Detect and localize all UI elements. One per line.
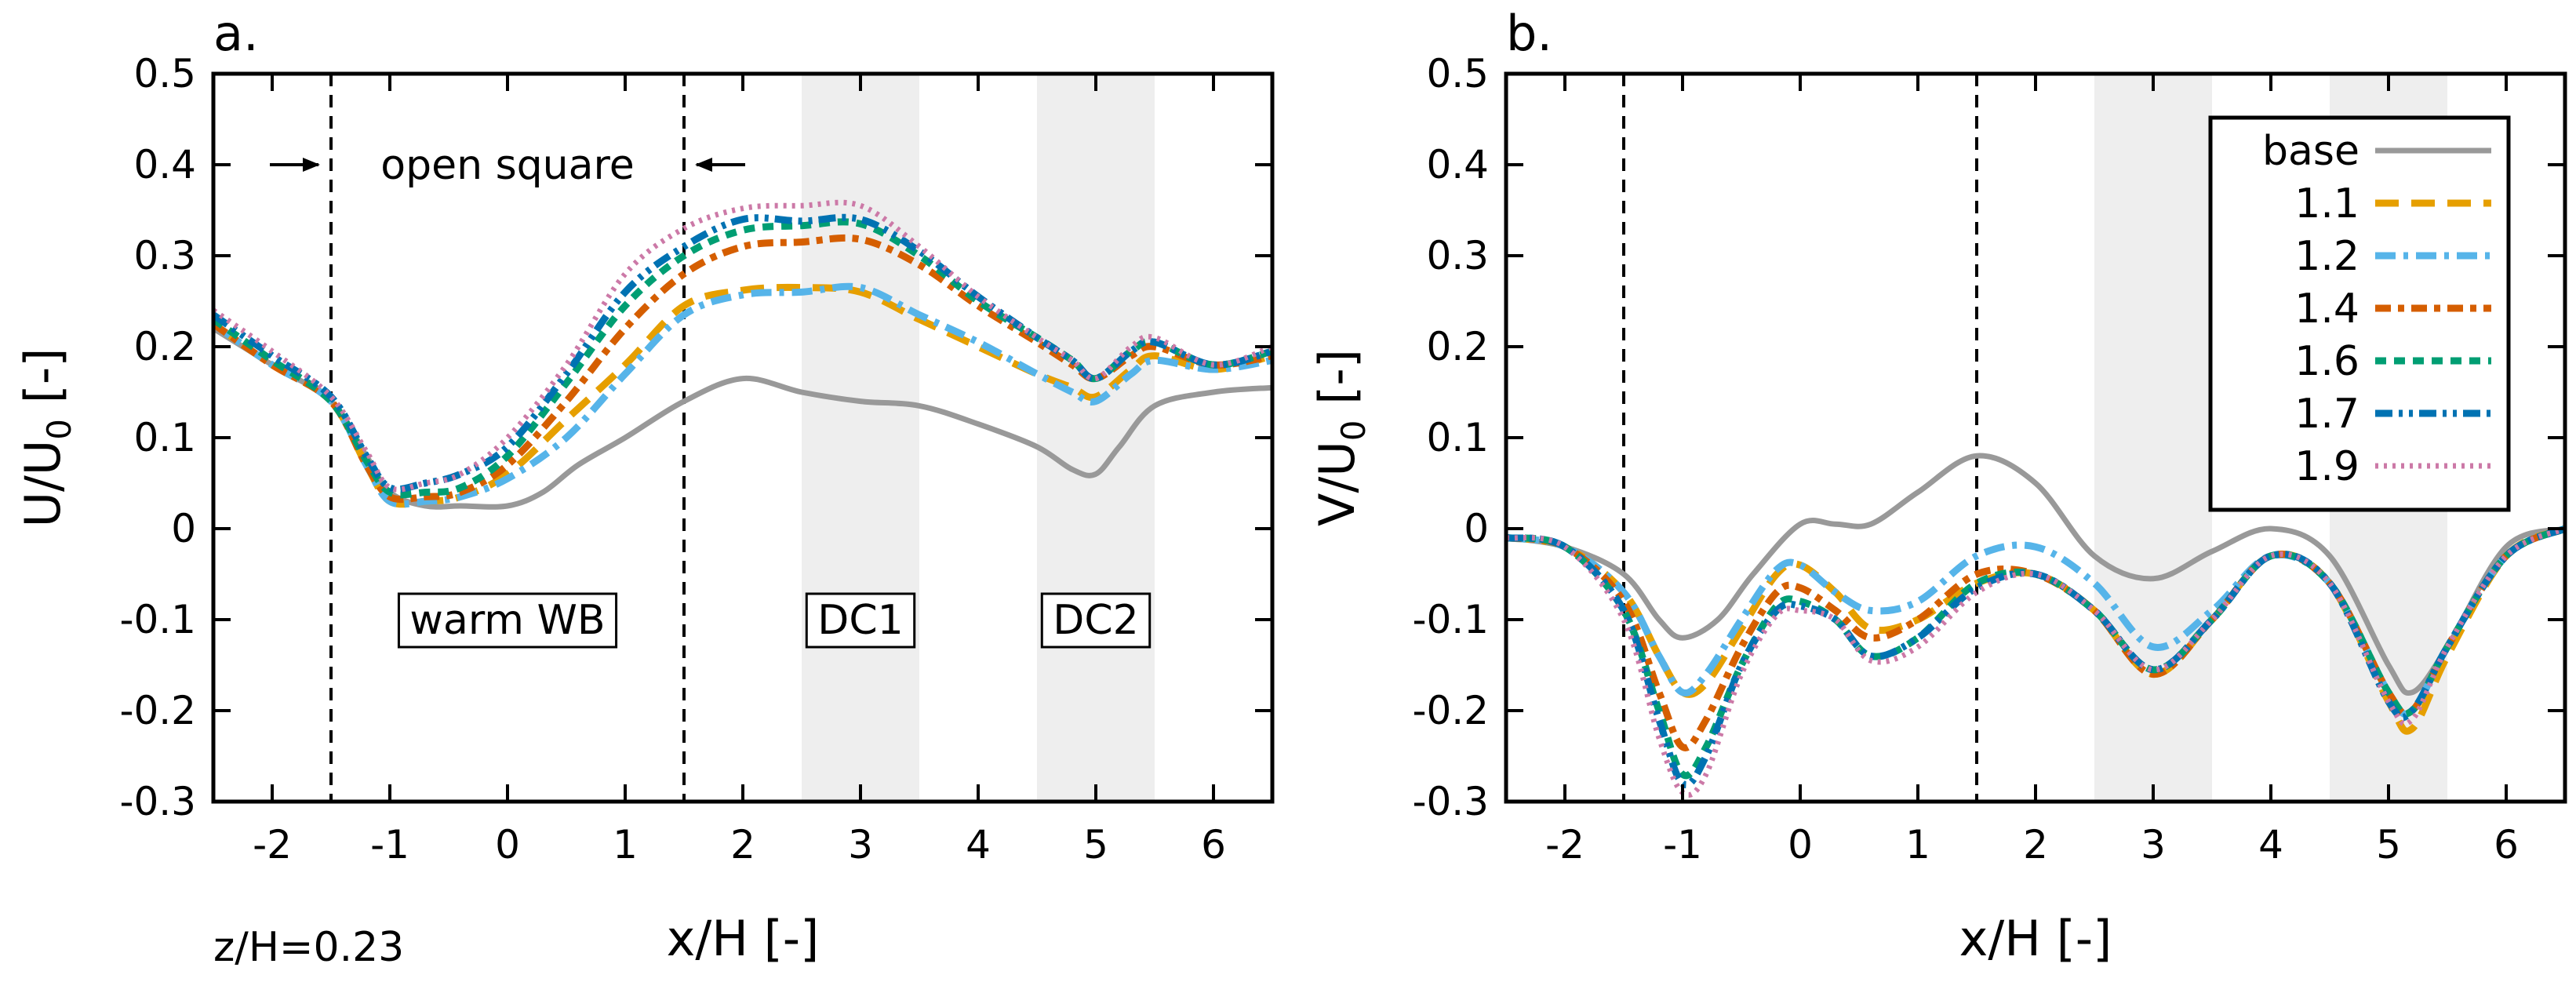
panel-b-v-velocity: -2 -1 0 1 2 3 4 5 6-0.3-0.2-0.100.10.20.30.40.5 … <box>1308 5 2567 967</box>
region-label-box: warm WB <box>397 592 618 649</box>
legend-label: base <box>2262 128 2360 175</box>
shaded-regions <box>802 74 1155 802</box>
x-tick-label: 5 <box>1083 822 1108 867</box>
x-tick-label: 6 <box>1201 822 1226 867</box>
legend-label: 1.7 <box>2294 391 2360 438</box>
legend-label: 1.9 <box>2294 443 2360 490</box>
x-tick-label: 4 <box>966 822 991 867</box>
x-tick-label: 0 <box>1788 822 1813 867</box>
x-tick-label: 2 <box>730 822 755 867</box>
series-line-1-7 <box>1506 525 2565 789</box>
legend-label: 1.1 <box>2294 180 2360 227</box>
y-tick-label: 0.1 <box>133 415 196 460</box>
x-tick-label: 5 <box>2376 822 2401 867</box>
series-lines <box>1506 453 2565 798</box>
series-line-1-1 <box>1506 525 2565 735</box>
x-tick-label: 3 <box>2141 822 2166 867</box>
region-label: DC1 <box>817 597 903 644</box>
y-tick-label: -0.2 <box>1412 688 1489 733</box>
y-tick-label: 0.5 <box>1426 51 1489 96</box>
y-axis-label-a: U/U0 [-] <box>14 348 78 528</box>
legend: base 1.1 1.2 1.4 1.6 1.7 1.9 <box>2208 115 2511 512</box>
x-tick-label: 4 <box>2258 822 2283 867</box>
legend-entry-1-6: 1.6 <box>2294 338 2491 385</box>
y-tick-label: 0.2 <box>133 324 196 369</box>
x-tick-label: 3 <box>848 822 873 867</box>
y-tick-label: 0.4 <box>1426 142 1489 187</box>
y-tick-label: -0.2 <box>119 688 196 733</box>
x-axis-label-a: x/H [-] <box>667 910 820 967</box>
arrowhead-left-icon <box>695 158 712 172</box>
legend-label: 1.6 <box>2294 338 2360 385</box>
shaded-region-1 <box>2094 74 2212 802</box>
panel-a-u-velocity: -2 -1 0 1 2 3 4 5 6-0.3-0.2-0.100.10.20.30.40.5 … <box>14 5 1275 971</box>
series-lines <box>213 199 1272 510</box>
y-tick-label: 0 <box>171 506 196 551</box>
x-tick-label: 6 <box>2494 822 2519 867</box>
x-tick-label: -1 <box>1663 822 1702 867</box>
legend-entry-1-4: 1.4 <box>2294 286 2491 333</box>
y-tick-label: 0.2 <box>1426 324 1489 369</box>
y-tick-label: -0.1 <box>119 597 196 642</box>
z-height-note: z/H=0.23 <box>213 924 404 971</box>
x-tick-label: 0 <box>495 822 520 867</box>
series-line-1-9 <box>213 199 1272 493</box>
legend-entry-1-1: 1.1 <box>2294 180 2491 227</box>
y-tick-label: 0.3 <box>1426 233 1489 278</box>
x-tick-label: -1 <box>370 822 409 867</box>
series-line-1-4 <box>1506 525 2565 751</box>
arrowhead-right-icon <box>303 158 320 172</box>
series-line-1-4 <box>213 234 1272 504</box>
region-label-box: DC2 <box>1040 592 1152 649</box>
y-tick-label: 0.3 <box>133 233 196 278</box>
legend-entry-1-2: 1.2 <box>2294 233 2491 280</box>
y-tick-label: 0.1 <box>1426 415 1489 460</box>
x-axis-label-b: x/H [-] <box>1959 910 2112 967</box>
vertical-dashed-lines <box>1622 74 1978 802</box>
region-label: DC2 <box>1053 597 1138 644</box>
series-line-1-1 <box>213 283 1272 508</box>
shaded-region-1 <box>802 74 919 802</box>
y-tick-label: -0.3 <box>119 779 196 824</box>
y-tick-label: 0.4 <box>133 142 196 187</box>
y-axis-label-b: V/U0 [-] <box>1308 349 1373 526</box>
series-line-1-2 <box>213 282 1272 508</box>
open-square-label: open square <box>380 142 634 189</box>
y-tick-label: 0.5 <box>133 51 196 96</box>
legend-entry-1-7: 1.7 <box>2294 391 2491 438</box>
region-label-box: DC1 <box>805 592 916 649</box>
y-tick-label: -0.1 <box>1412 597 1489 642</box>
region-label: warm WB <box>409 597 605 644</box>
panel-label-b: b. <box>1506 5 1552 62</box>
axis-ticks: -2 -1 0 1 2 3 4 5 6 -0.3 -0.2 -0.1 0 0.1 0.2 0.3 0.4 0.5 <box>119 51 1272 867</box>
x-tick-label: -2 <box>253 822 292 867</box>
series-line-1-9 <box>1506 526 2565 798</box>
annotations: open square warm WB DC1 DC2 <box>270 142 1152 649</box>
x-tick-label: -2 <box>1545 822 1585 867</box>
panel-label-a: a. <box>213 5 259 62</box>
axis-ticks: -2 -1 0 1 2 3 4 5 6 -0.3 -0.2 -0.1 0 0.1 0.2 0.3 0.4 0.5 <box>1412 51 2565 867</box>
x-tick-label: 2 <box>2023 822 2048 867</box>
legend-entry-base: base <box>2262 128 2491 175</box>
series-line-base <box>1506 453 2565 696</box>
legend-label: 1.2 <box>2294 233 2360 280</box>
shaded-region-2 <box>1037 74 1155 802</box>
legend-entry-1-9: 1.9 <box>2294 443 2491 490</box>
y-tick-label: -0.3 <box>1412 779 1489 824</box>
legend-label: 1.4 <box>2294 286 2360 333</box>
legend-box <box>2208 115 2511 512</box>
x-tick-label: 1 <box>1905 822 1930 867</box>
y-tick-label: 0 <box>1464 506 1489 551</box>
x-tick-label: 1 <box>613 822 638 867</box>
vertical-dashed-lines <box>329 74 686 802</box>
